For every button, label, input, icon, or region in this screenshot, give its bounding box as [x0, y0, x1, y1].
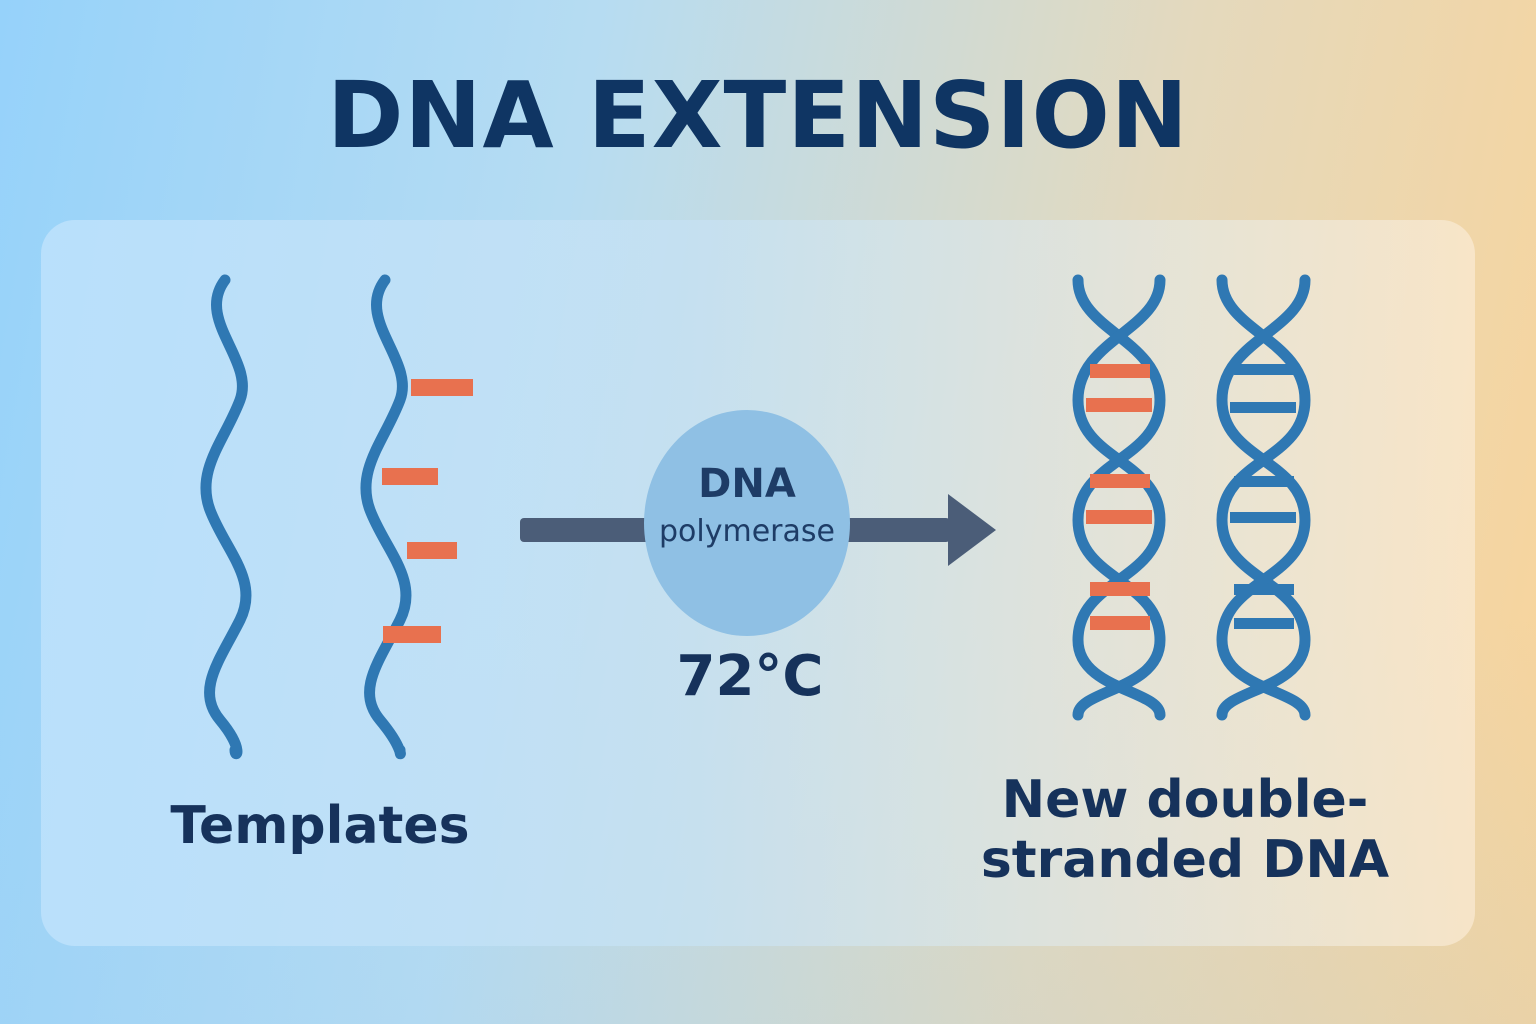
enzyme-label-line1: DNA — [698, 461, 796, 507]
product-label-line1: New double- — [1001, 770, 1369, 830]
temperature-label: 72°C — [676, 644, 824, 709]
template-strand-1 — [200, 274, 252, 760]
primer-bar-1 — [411, 379, 473, 396]
primer-bar-4 — [383, 626, 441, 643]
primer-bar-3 — [407, 542, 457, 559]
templates-label: Templates — [170, 796, 470, 856]
enzyme-label-line2: polymerase — [659, 514, 835, 549]
arrow-right-icon — [948, 494, 996, 566]
enzyme-label: DNA polymerase — [620, 458, 874, 554]
product-label-line2: stranded DNA — [980, 830, 1390, 890]
double-helix-icon — [1216, 274, 1311, 721]
primer-bar-2 — [382, 468, 438, 485]
product-label: New double- stranded DNA — [960, 770, 1410, 890]
diagram-title: DNA EXTENSION — [327, 62, 1189, 169]
template-strand-2 — [360, 274, 412, 760]
dna-polymerase-enzyme — [644, 410, 850, 636]
double-helix-icon — [1072, 274, 1166, 721]
